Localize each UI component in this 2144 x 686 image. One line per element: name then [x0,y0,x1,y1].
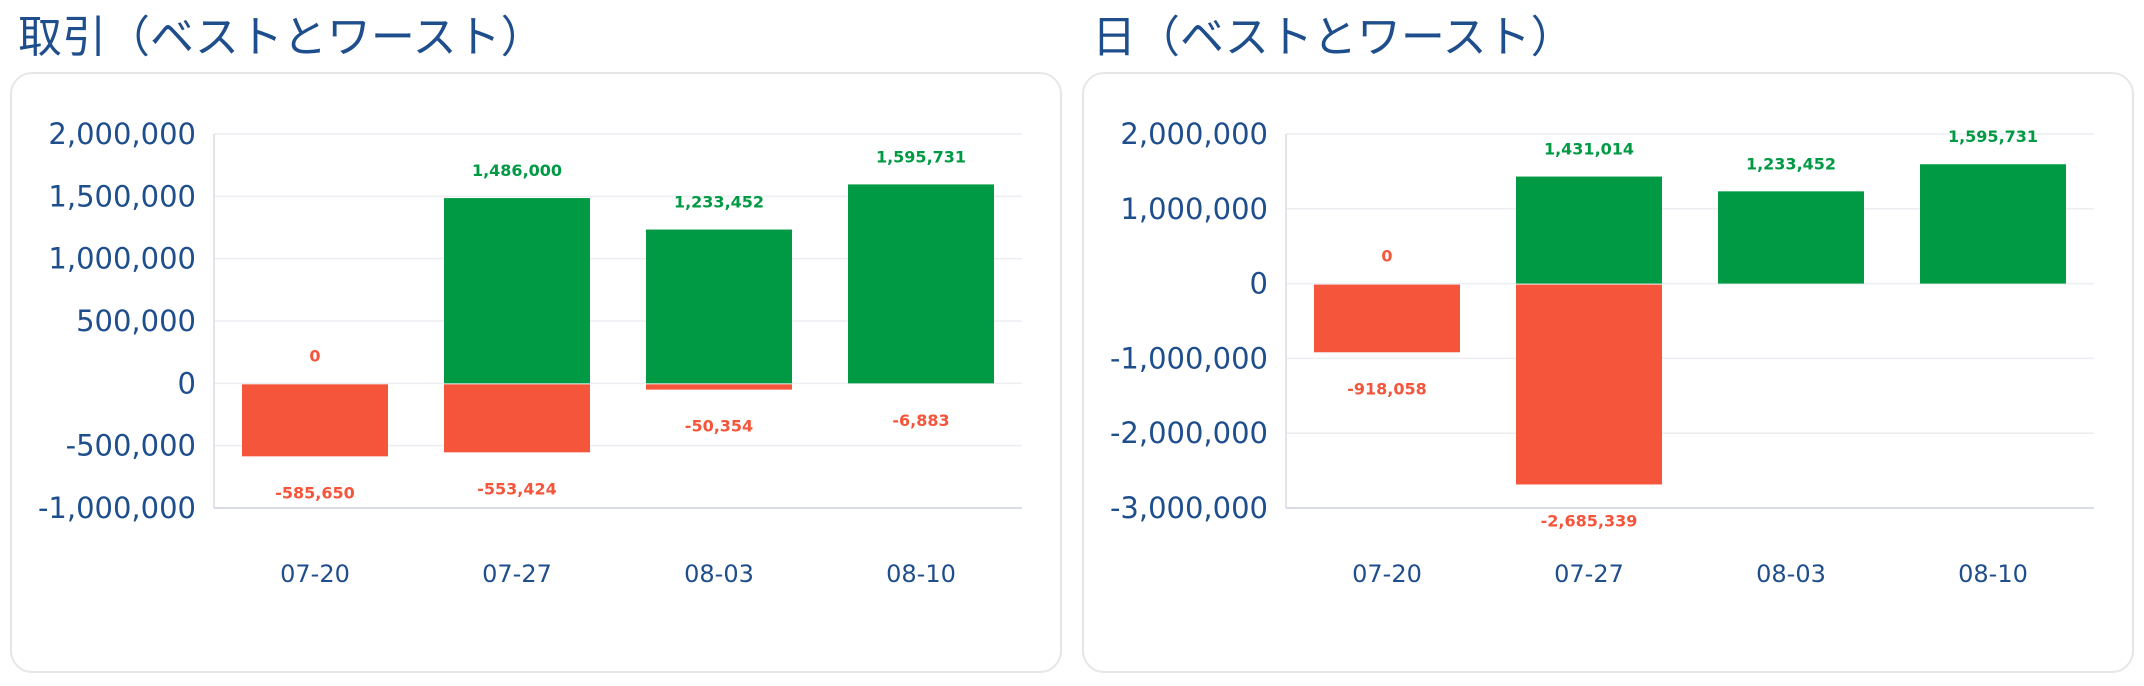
chart-title-trades: 取引（ベストとワースト） [18,12,545,63]
chart-card-trades: 2,000,000 1,500,000 1,000,000 500,000 0 -500,… [10,72,1062,673]
data-label-positive: 1,233,452 [1746,154,1836,173]
x-tick-label: 08-03 [684,560,754,588]
positive-bar [444,198,590,384]
positive-bar [1718,191,1864,284]
x-tick-label: 07-27 [482,560,552,588]
x-tick-label: 08-03 [1756,560,1826,588]
data-label-negative: -50,354 [685,417,753,436]
chart-card-days: 2,000,000 1,000,000 0 -1,000,000 -2,000,000 -… [1082,72,2134,673]
x-tick-label: 07-27 [1554,560,1624,588]
data-label-positive: 1,233,452 [674,193,764,212]
trades-bar-chart: 2,000,000 1,500,000 1,000,000 500,000 0 -500,… [38,117,1022,588]
y-tick-label: -500,000 [66,429,196,463]
y-tick-label: 1,000,000 [1120,192,1268,226]
data-label-positive: 0 [1381,247,1392,266]
positive-bar [1516,176,1662,284]
y-tick-label: 1,000,000 [48,242,196,276]
data-label-negative: -918,058 [1347,379,1427,398]
x-tick-label: 08-10 [1958,560,2028,588]
data-label-positive: 1,486,000 [472,161,562,180]
data-label-positive: 1,431,014 [1544,140,1634,159]
data-label-negative: -585,650 [275,483,355,502]
days-bar-chart: 2,000,000 1,000,000 0 -1,000,000 -2,000,000 -… [1110,117,2094,588]
data-label-positive: 1,595,731 [876,147,966,166]
x-tick-label: 07-20 [280,560,350,588]
negative-bar [646,384,792,390]
chart-title-days: 日（ベストとワースト） [1092,12,1575,63]
y-tick-label: 0 [178,366,196,400]
y-tick-label: -1,000,000 [1110,341,1268,375]
y-tick-label: -2,000,000 [1110,416,1268,450]
data-label-negative: -553,424 [477,479,557,498]
positive-bar [1920,164,2066,284]
x-tick-label: 07-20 [1352,560,1422,588]
x-tick-label: 08-10 [886,560,956,588]
negative-bar [242,384,388,457]
negative-bar [1516,284,1662,485]
data-label-positive: 1,595,731 [1948,127,2038,146]
y-tick-label: 1,500,000 [48,179,196,213]
data-label-negative: -6,883 [892,411,949,430]
negative-bar [444,384,590,453]
positive-bar [848,184,994,384]
y-tick-label: 2,000,000 [1120,117,1268,151]
negative-bar [1314,284,1460,353]
positive-bar [646,229,792,384]
y-tick-label: -1,000,000 [38,491,196,525]
data-label-negative: -2,685,339 [1541,511,1638,530]
y-tick-label: 500,000 [76,304,196,338]
y-tick-label: -3,000,000 [1110,491,1268,525]
y-tick-label: 0 [1250,267,1268,301]
data-label-positive: 0 [309,346,320,365]
y-tick-label: 2,000,000 [48,117,196,151]
